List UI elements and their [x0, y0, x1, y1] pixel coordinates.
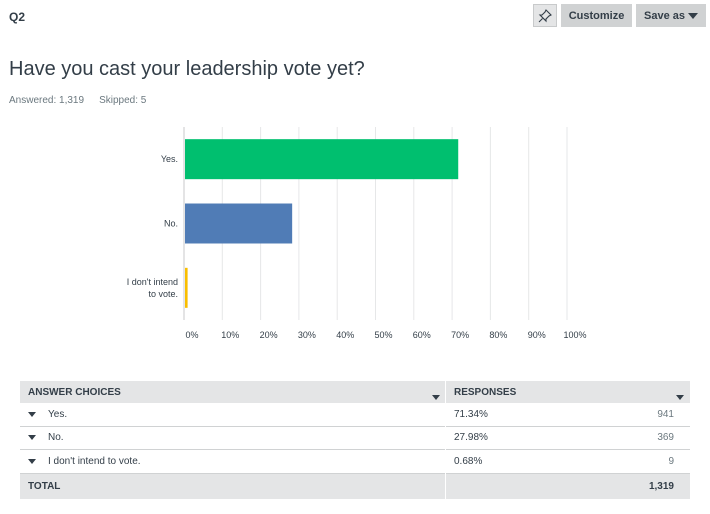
- expand-caret-icon[interactable]: [28, 435, 36, 441]
- total-value: 1,319: [648, 480, 674, 492]
- category-label: I don't intend: [127, 277, 178, 287]
- row-count: 9: [668, 455, 674, 467]
- responses-header[interactable]: RESPONSES: [446, 386, 690, 400]
- question-title: Have you cast your leadership vote yet?: [9, 58, 365, 80]
- pin-button[interactable]: [533, 4, 557, 27]
- row-percent: 27.98%: [454, 432, 488, 444]
- total-label: TOTAL: [28, 480, 61, 492]
- x-tick-label: 80%: [489, 330, 507, 340]
- answer-choices-header[interactable]: ANSWER CHOICES: [20, 386, 446, 400]
- x-tick-label: 90%: [528, 330, 546, 340]
- row-percent: 0.68%: [454, 455, 483, 467]
- row-count: 369: [657, 432, 674, 444]
- row-count: 941: [657, 408, 674, 420]
- caret-down-icon: [687, 12, 698, 19]
- category-label: to vote.: [148, 289, 178, 299]
- bar-chart: 0% 10% 20% 30% 40% 50% 60% 70% 80% 90% 100% Yes. No.…: [127, 127, 587, 340]
- x-tick-label: 70%: [451, 330, 469, 340]
- sort-caret-icon[interactable]: [676, 394, 684, 400]
- responses-label: RESPONSES: [454, 386, 517, 398]
- bar: [185, 139, 459, 180]
- expand-caret-icon[interactable]: [28, 458, 36, 464]
- bar: [185, 267, 188, 308]
- sort-caret-icon[interactable]: [432, 394, 440, 400]
- row-choice: Yes.: [48, 408, 68, 420]
- x-tick-label: 50%: [374, 330, 392, 340]
- category-label: Yes.: [161, 154, 178, 164]
- answer-choices-label: ANSWER CHOICES: [28, 386, 121, 398]
- table-row: No. 27.98% 369: [20, 427, 690, 450]
- row-choice: No.: [48, 432, 64, 444]
- question-label: Q2: [9, 10, 26, 24]
- table-row: Yes. 71.34% 941: [20, 403, 690, 427]
- save-as-button[interactable]: Save as: [636, 4, 706, 27]
- x-tick-label: 30%: [298, 330, 316, 340]
- table-row: I don't intend to vote. 0.68% 9: [20, 450, 690, 474]
- customize-label: Customize: [568, 9, 625, 22]
- row-choice: I don't intend to vote.: [48, 455, 141, 467]
- row-percent: 71.34%: [454, 408, 488, 420]
- category-label: No.: [164, 219, 178, 229]
- x-tick-label: 40%: [336, 330, 354, 340]
- skipped-count: Skipped: 5: [99, 95, 147, 106]
- x-tick-label: 60%: [413, 330, 431, 340]
- toolbar: Customize Save as: [533, 4, 706, 27]
- table-total-row: TOTAL 1,319: [20, 473, 690, 499]
- response-stats: Answered: 1,319 Skipped: 5: [9, 95, 146, 106]
- responses-table: ANSWER CHOICES RESPONSES Yes. 71.34% 941…: [20, 381, 690, 499]
- header-divider: [445, 381, 446, 499]
- answered-count: Answered: 1,319: [9, 95, 85, 106]
- expand-caret-icon[interactable]: [28, 411, 36, 417]
- x-tick-label: 100%: [563, 330, 586, 340]
- x-tick-label: 10%: [221, 330, 239, 340]
- table-header: ANSWER CHOICES RESPONSES: [20, 381, 690, 499]
- save-as-label: Save as: [644, 9, 685, 22]
- x-tick-label: 20%: [260, 330, 278, 340]
- x-tick-label: 0%: [185, 330, 198, 340]
- bar: [185, 203, 293, 244]
- customize-button[interactable]: Customize: [561, 4, 632, 27]
- pin-icon: [538, 8, 552, 22]
